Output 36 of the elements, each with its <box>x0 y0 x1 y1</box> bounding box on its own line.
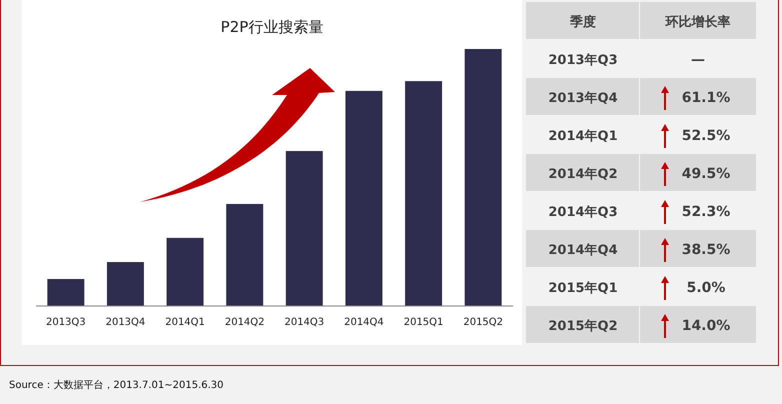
text: 环比增长率 <box>664 14 730 30</box>
data-label: 38.5% <box>682 242 730 258</box>
category-label: 2013年Q4 <box>548 91 618 106</box>
data-label: — <box>691 52 705 68</box>
x-tick-label: 2014Q4 <box>344 317 384 328</box>
x-tick-label: 2013Q4 <box>106 317 146 328</box>
chart-title: P2P行业搜索量 <box>220 18 324 36</box>
data-label: 52.5% <box>682 128 730 144</box>
category-label: 2014年Q2 <box>548 167 618 182</box>
category-label: 2013年Q3 <box>548 53 618 68</box>
bar <box>226 204 264 306</box>
text: 季度 <box>569 14 596 30</box>
x-tick-label: 2015Q1 <box>404 317 444 328</box>
bar <box>345 90 382 306</box>
bar <box>286 151 323 306</box>
x-tick-label: 2014Q1 <box>165 317 205 328</box>
bar <box>106 262 144 306</box>
data-label: 49.5% <box>682 166 730 182</box>
x-tick-label: 2013Q3 <box>46 317 86 328</box>
x-tick-label: 2014Q3 <box>284 317 324 328</box>
data-label: 52.3% <box>682 204 730 220</box>
bar <box>405 81 442 306</box>
bar <box>464 49 502 306</box>
category-label: 2014年Q1 <box>548 129 618 144</box>
category-label: 2014年Q4 <box>548 243 618 258</box>
data-label: 14.0% <box>682 318 730 334</box>
source-note: Source：大数据平台，2013.7.01~2015.6.30 <box>9 379 224 391</box>
category-label: 2014年Q3 <box>548 205 618 220</box>
category-label: 2015年Q2 <box>548 319 618 334</box>
x-tick-label: 2014Q2 <box>224 317 265 328</box>
category-label: 2015年Q1 <box>548 281 618 296</box>
data-label: 5.0% <box>686 280 726 296</box>
bar <box>166 238 204 306</box>
x-tick-label: 2015Q2 <box>463 317 504 328</box>
bar <box>47 279 84 306</box>
data-label: 61.1% <box>682 90 730 106</box>
